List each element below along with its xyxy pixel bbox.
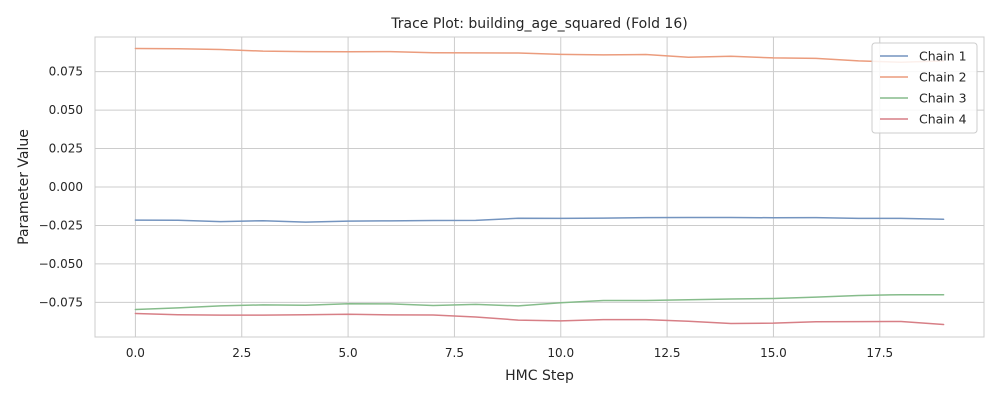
y-axis-label: Parameter Value — [16, 129, 32, 245]
x-tick-label: 12.5 — [654, 346, 681, 360]
y-tick-label: −0.050 — [39, 257, 83, 271]
chart-title: Trace Plot: building_age_squared (Fold 1… — [390, 16, 687, 32]
x-tick-label: 0.0 — [126, 346, 145, 360]
y-tick-label: −0.025 — [39, 218, 83, 232]
x-axis-label: HMC Step — [505, 368, 574, 384]
series-line-chain-1 — [134, 216, 945, 223]
x-tick-label: 2.5 — [232, 346, 251, 360]
legend-label-chain-2: Chain 2 — [919, 70, 967, 85]
legend-frame — [871, 42, 978, 134]
series-line-chain-2 — [134, 47, 945, 63]
y-tick-label: 0.050 — [49, 103, 83, 117]
y-tick-label: −0.075 — [39, 295, 83, 309]
y-tick-labels: −0.075 −0.050 −0.025 0.000 0.025 0.050 0.075 — [39, 65, 83, 310]
series-line-chain-4 — [134, 312, 945, 326]
x-tick-label: 7.5 — [445, 346, 464, 360]
legend: Chain 1 Chain 2 Chain 3 Chain 4 — [871, 42, 978, 134]
legend-label-chain-3: Chain 3 — [919, 91, 967, 106]
y-tick-label: 0.000 — [49, 180, 83, 194]
y-tick-label: 0.025 — [49, 142, 83, 156]
x-tick-label: 5.0 — [339, 346, 358, 360]
x-tick-labels: 0.0 2.5 5.0 7.5 10.0 12.5 15.0 17.5 — [126, 346, 893, 360]
series-line-chain-3 — [134, 293, 945, 311]
x-tick-label: 10.0 — [547, 346, 574, 360]
legend-label-chain-4: Chain 4 — [919, 112, 967, 127]
y-gridlines — [95, 71, 984, 303]
legend-label-chain-1: Chain 1 — [919, 49, 967, 64]
y-tick-label: 0.075 — [49, 65, 83, 79]
x-tick-label: 17.5 — [866, 346, 893, 360]
x-tick-label: 15.0 — [760, 346, 787, 360]
series-lines — [134, 47, 945, 326]
